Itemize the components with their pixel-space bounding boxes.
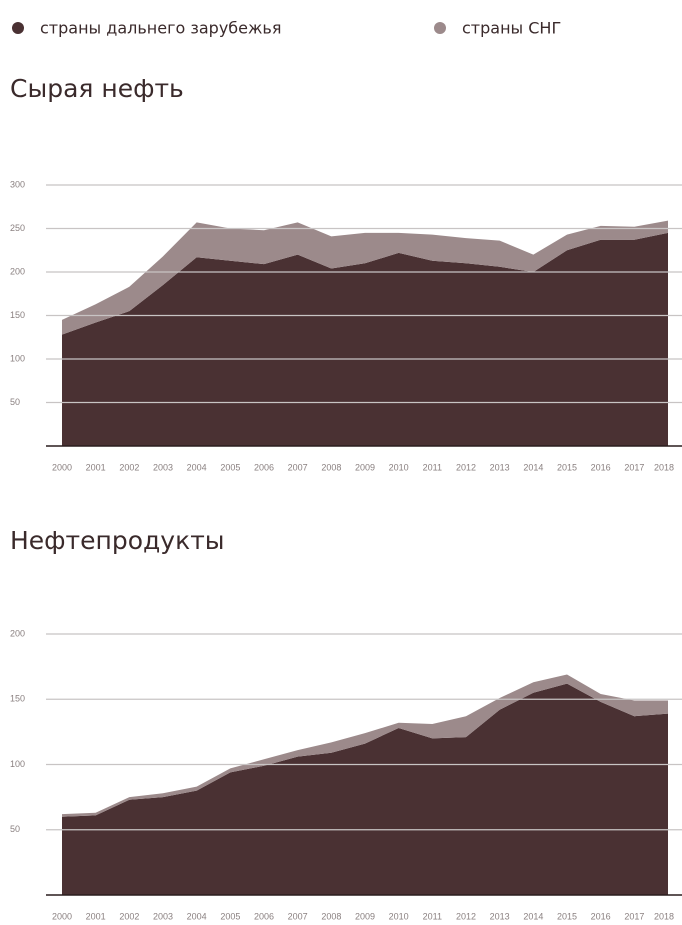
y-tick-label: 100 bbox=[10, 759, 25, 769]
y-tick-label: 200 bbox=[10, 628, 25, 638]
x-tick-label: 2004 bbox=[187, 911, 207, 921]
x-tick-label: 2016 bbox=[591, 462, 611, 472]
x-tick-label: 2000 bbox=[52, 911, 72, 921]
area bbox=[62, 220, 668, 335]
x-tick-label: 2013 bbox=[490, 462, 510, 472]
x-tick-label: 2002 bbox=[119, 462, 139, 472]
y-tick-label: 300 bbox=[10, 179, 25, 189]
x-tick-label: 2004 bbox=[187, 462, 207, 472]
x-tick-label: 2013 bbox=[490, 911, 510, 921]
x-tick-label: 2005 bbox=[220, 911, 240, 921]
x-tick-label: 2003 bbox=[153, 911, 173, 921]
x-tick-label: 2002 bbox=[119, 911, 139, 921]
x-tick-label: 2015 bbox=[557, 911, 577, 921]
x-tick-label: 2003 bbox=[153, 462, 173, 472]
x-tick-label: 2014 bbox=[523, 911, 543, 921]
x-tick-label: 2014 bbox=[523, 462, 543, 472]
x-tick-label: 2000 bbox=[52, 462, 72, 472]
x-tick-label: 2009 bbox=[355, 462, 375, 472]
x-tick-label: 2010 bbox=[389, 462, 409, 472]
x-tick-label: 2005 bbox=[220, 462, 240, 472]
area bbox=[62, 674, 668, 817]
legend-label: страны СНГ bbox=[462, 19, 561, 38]
x-tick-label: 2001 bbox=[86, 911, 106, 921]
y-tick-label: 50 bbox=[10, 397, 20, 407]
x-tick-label: 2012 bbox=[456, 462, 476, 472]
x-tick-label: 2001 bbox=[86, 462, 106, 472]
x-tick-label: 2010 bbox=[389, 911, 409, 921]
x-tick-label: 2018 bbox=[654, 462, 674, 472]
x-tick-label: 2011 bbox=[423, 462, 442, 472]
x-tick-label: 2012 bbox=[456, 911, 476, 921]
x-tick-label: 2008 bbox=[321, 911, 341, 921]
y-tick-label: 150 bbox=[10, 694, 25, 704]
x-tick-label: 2008 bbox=[321, 462, 341, 472]
legend-swatch bbox=[12, 22, 24, 34]
y-tick-label: 250 bbox=[10, 223, 25, 233]
x-tick-label: 2018 bbox=[654, 911, 674, 921]
x-tick-label: 2016 bbox=[591, 911, 611, 921]
x-tick-label: 2006 bbox=[254, 462, 274, 472]
x-tick-label: 2006 bbox=[254, 911, 274, 921]
y-tick-label: 100 bbox=[10, 353, 25, 363]
area bbox=[62, 232, 668, 446]
chart-title: Нефтепродукты bbox=[10, 526, 225, 555]
area bbox=[62, 683, 668, 895]
y-tick-label: 50 bbox=[10, 824, 20, 834]
x-tick-label: 2007 bbox=[288, 911, 308, 921]
legend-swatch bbox=[434, 22, 446, 34]
x-tick-label: 2011 bbox=[423, 911, 442, 921]
x-tick-label: 2017 bbox=[624, 911, 644, 921]
x-tick-label: 2009 bbox=[355, 911, 375, 921]
x-tick-label: 2007 bbox=[288, 462, 308, 472]
x-tick-label: 2017 bbox=[624, 462, 644, 472]
x-tick-label: 2015 bbox=[557, 462, 577, 472]
chart-title: Сырая нефть bbox=[10, 74, 184, 103]
y-tick-label: 150 bbox=[10, 310, 25, 320]
y-tick-label: 200 bbox=[10, 266, 25, 276]
legend-label: страны дальнего зарубежья bbox=[40, 19, 281, 38]
